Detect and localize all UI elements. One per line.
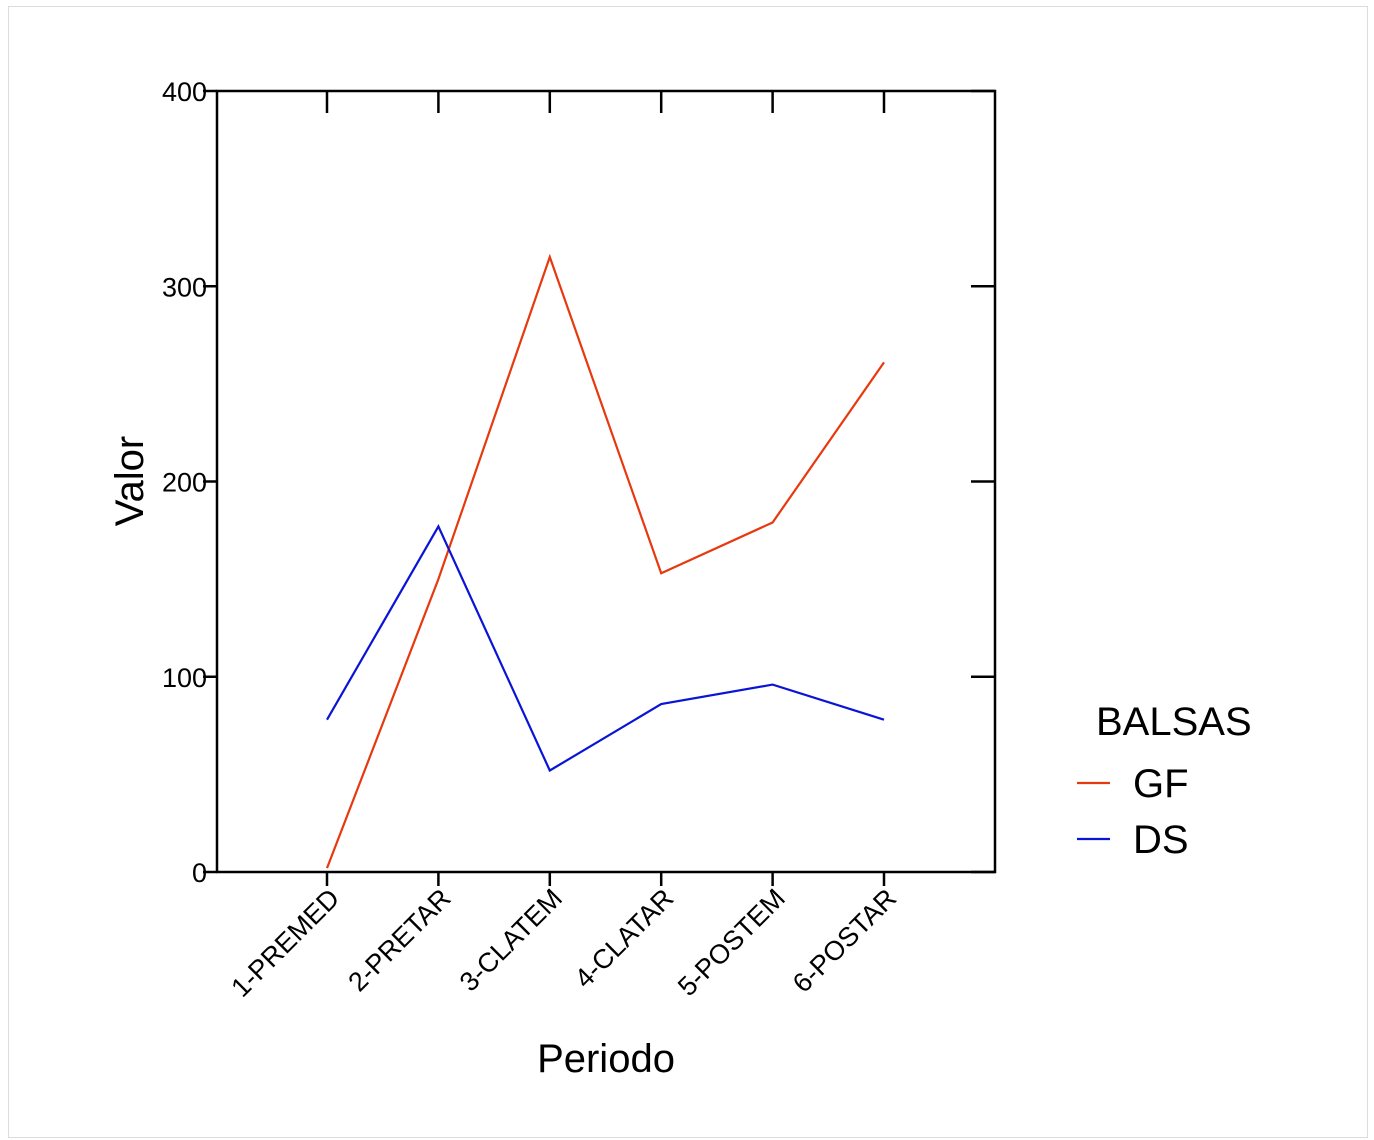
y-tick-label: 100	[162, 663, 207, 693]
legend-title: BALSAS	[1096, 700, 1252, 744]
plot-area	[215, 89, 997, 874]
x-tick-label: 3-CLATEM	[454, 883, 568, 997]
y-tick-label: 200	[162, 468, 207, 498]
x-tick-label: 4-CLATAR	[569, 883, 680, 994]
x-tick-label: 2-PRETAR	[342, 883, 456, 997]
series-line-gf	[325, 253, 885, 869]
series-lines	[325, 253, 885, 869]
y-axis: 0 100 200 300 400	[162, 77, 995, 888]
x-axis-title: Periodo	[537, 1037, 675, 1081]
y-tick-label: 300	[162, 272, 207, 302]
x-tick-label: 5-POSTEM	[672, 883, 791, 1002]
y-tick-label: 400	[162, 77, 207, 107]
x-tick-label: 1-PREMED	[225, 883, 345, 1003]
legend-label: GF	[1133, 762, 1189, 806]
legend: BALSAS GF DS	[1077, 700, 1252, 862]
series-line-ds	[326, 523, 885, 773]
y-axis-title: Valor	[108, 436, 152, 526]
chart-frame	[8, 6, 1368, 1138]
x-tick-label: 6-POSTAR	[787, 883, 902, 998]
legend-label: DS	[1133, 818, 1189, 862]
y-tick-label: 0	[192, 858, 207, 888]
